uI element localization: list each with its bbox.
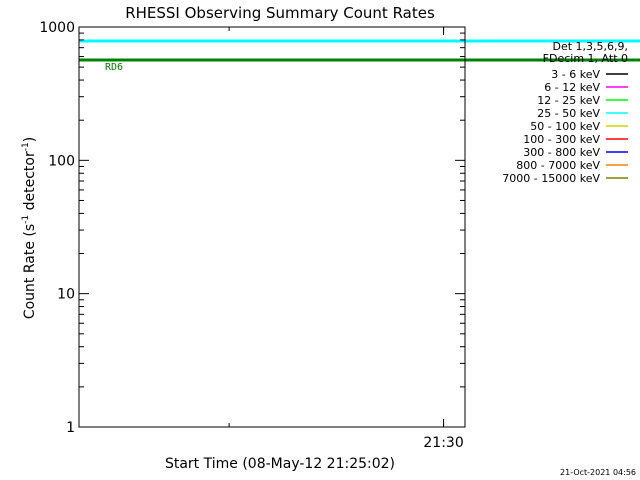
legend-entry: 12 - 25 keV xyxy=(537,94,600,107)
y-tick-label: 100 xyxy=(48,153,75,169)
legend-entry: 6 - 12 keV xyxy=(544,81,600,94)
annotation-rd6: RD6 xyxy=(105,62,123,73)
x-axis-label: Start Time (08-May-12 21:25:02) xyxy=(165,456,395,472)
legend-entry: 7000 - 15000 keV xyxy=(502,172,600,185)
plot-frame xyxy=(78,26,466,428)
y-tick-label: 1000 xyxy=(39,20,75,36)
legend-header: FDecim 1, Att 0 xyxy=(543,52,628,65)
legend-entry: 800 - 7000 keV xyxy=(516,159,600,172)
legend-entry: 25 - 50 keV xyxy=(537,107,600,120)
legend-entry: 50 - 100 keV xyxy=(530,120,600,133)
y-tick-label: 1 xyxy=(66,420,75,436)
x-tick-label: 21:30 xyxy=(423,435,463,451)
y-axis: 1 10 100 1000 xyxy=(39,20,465,436)
legend-header: Det 1,3,5,6,9, xyxy=(552,40,628,53)
legend: Det 1,3,5,6,9,FDecim 1, Att 0 3 - 6 keV6 … xyxy=(502,40,628,185)
y-axis-label: Count Rate (s-1 detector-1) xyxy=(21,137,38,319)
legend-entry: 300 - 800 keV xyxy=(523,146,600,159)
x-axis: 21:3021:4522:0022:1522:3022:4523:00 xyxy=(228,27,464,451)
footer-timestamp: 21-Oct-2021 04:56 xyxy=(560,468,636,477)
y-tick-label: 10 xyxy=(57,287,75,303)
chart-title: RHESSI Observing Summary Count Rates xyxy=(125,4,435,22)
legend-entry: 3 - 6 keV xyxy=(551,68,600,81)
legend-entry: 100 - 300 keV xyxy=(523,133,600,146)
